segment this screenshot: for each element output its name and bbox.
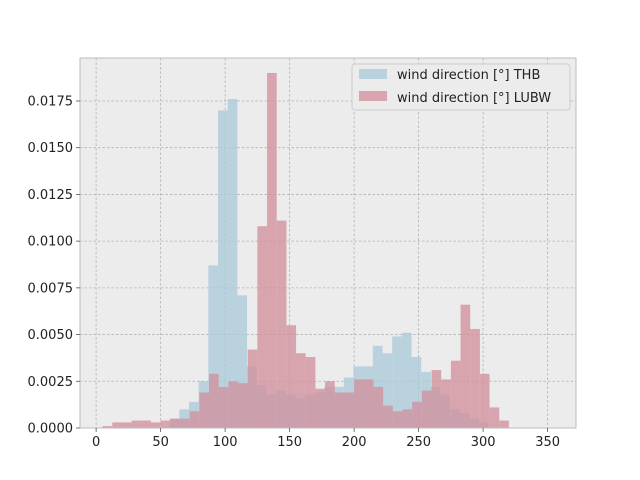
legend-label-lubw: wind direction [°] LUBW: [397, 91, 551, 106]
histogram-bar: [489, 407, 500, 428]
histogram-bar: [460, 304, 471, 428]
histogram-bar: [421, 390, 432, 428]
histogram-bar: [189, 411, 200, 428]
histogram-bar: [392, 411, 403, 428]
histogram-bar: [363, 379, 374, 428]
histogram-bar: [470, 328, 480, 428]
y-tick-label: 0.0075: [28, 281, 74, 296]
histogram-bar: [208, 265, 219, 428]
histogram-bar: [160, 420, 171, 428]
x-axis-ticks: 0 50 100 150 200 250 300 350: [92, 428, 560, 450]
x-tick-label: 250: [406, 435, 431, 450]
histogram-bar: [199, 392, 209, 428]
histogram-bar: [286, 325, 297, 428]
histogram-bar: [344, 392, 355, 428]
histogram-bar: [170, 418, 180, 428]
plot-background: [80, 58, 576, 428]
histogram-bar: [131, 420, 142, 428]
histogram-bar: [121, 422, 132, 428]
y-tick-label: 0.0050: [28, 328, 74, 343]
histogram-bar: [102, 426, 113, 428]
x-tick-label: 200: [342, 435, 367, 450]
histogram-bar: [238, 383, 248, 428]
y-tick-label: 0.0025: [28, 375, 74, 390]
x-tick-label: 50: [152, 435, 169, 450]
histogram-bar: [150, 422, 161, 428]
histogram-bar: [208, 373, 219, 428]
bars-group: [102, 72, 509, 428]
histogram-bar: [267, 72, 277, 428]
histogram-bar: [315, 388, 326, 428]
histogram-bar: [296, 353, 306, 428]
y-axis-ticks: 0.0000 0.0025 0.0050 0.0075 0.0100 0.0125 0.01…: [28, 94, 80, 437]
histogram-bar: [237, 295, 248, 428]
histogram-bar: [479, 373, 490, 428]
histogram-bar: [305, 356, 316, 428]
legend-label-thb: wind direction [°] THB: [397, 68, 540, 83]
y-tick-label: 0.0175: [28, 94, 74, 109]
histogram-bar: [450, 360, 461, 428]
histogram-bar: [373, 386, 384, 428]
histogram-bar: [441, 379, 451, 428]
histogram-bar: [179, 418, 190, 428]
histogram-bar: [141, 420, 151, 428]
legend-box: [351, 63, 571, 111]
histogram-bar: [218, 110, 228, 428]
histogram-bar: [382, 353, 393, 428]
x-tick-label: 100: [213, 435, 238, 450]
histogram-bar: [354, 379, 364, 428]
histogram-bar: [411, 356, 422, 428]
histogram-bar: [257, 226, 268, 428]
histogram-bar: [412, 401, 422, 428]
histogram-bar: [325, 381, 335, 428]
y-tick-label: 0.0000: [28, 422, 74, 437]
histogram-bar: [499, 420, 509, 428]
histogram-bar: [218, 386, 229, 428]
legend-swatch-lubw: [359, 91, 387, 101]
histogram-bar: [401, 332, 412, 428]
histogram-bar: [247, 349, 258, 428]
y-tick-label: 0.0100: [28, 235, 74, 250]
histogram-bar: [402, 409, 413, 428]
x-tick-label: 150: [277, 435, 302, 450]
histogram-bar: [383, 405, 393, 428]
histogram-bar: [112, 422, 122, 428]
plot-frame: [79, 57, 577, 429]
histogram-bar: [392, 336, 402, 428]
histogram-bar: [431, 370, 442, 428]
histogram-bar: [228, 381, 239, 428]
histogram-bar: [227, 99, 238, 428]
y-tick-label: 0.0125: [28, 188, 74, 203]
x-tick-label: 300: [471, 435, 496, 450]
series-1-bars: [102, 72, 509, 428]
legend: wind direction [°] THB wind direction [°…: [351, 63, 571, 111]
histogram-bar: [334, 392, 345, 428]
x-tick-label: 0: [92, 435, 100, 450]
y-tick-label: 0.0150: [28, 141, 74, 156]
x-tick-label: 350: [535, 435, 560, 450]
legend-swatch-thb: [359, 69, 387, 79]
histogram-bar: [276, 220, 287, 428]
